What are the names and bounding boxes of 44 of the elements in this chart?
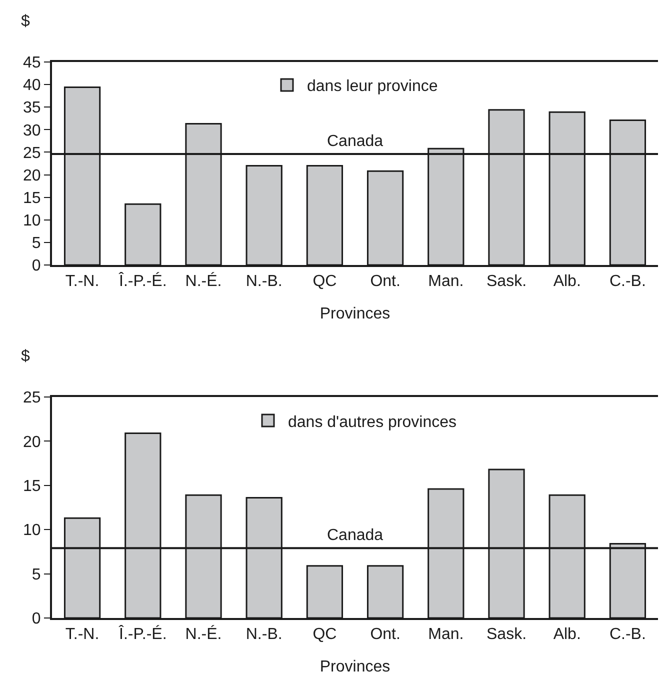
x-tick-label: N.-É. [185,272,222,290]
y-tick-label: 35 [23,100,41,117]
x-axis-title: Provinces [320,658,390,676]
x-tick-label: Ont. [370,626,400,644]
x-tick-label: C.-B. [609,626,646,644]
x-tick-label: Î.-P.-É. [118,625,167,644]
x-tick-label: C.-B. [609,273,646,290]
x-tick-label: Î.-P.-É. [118,272,167,290]
y-axis-title: $ [21,13,30,30]
y-tick-label: 15 [23,190,41,207]
x-tick-label: Sask. [486,273,527,290]
x-tick-label: Man. [428,626,464,644]
legend-label: dans d'autres provinces [288,414,456,431]
x-tick-label: Man. [428,273,464,290]
x-tick-label: QC [312,273,337,290]
x-tick-label: T.-N. [65,273,100,290]
y-tick-label: 40 [23,77,41,94]
y-tick-label: 45 [23,54,41,72]
y-tick-label: 10 [23,522,41,540]
y-tick-label: 25 [23,390,41,407]
x-tick-label: N.-É. [185,625,222,644]
y-tick-label: 30 [23,122,41,140]
ref-line-label: Canada [327,133,384,150]
legend-label: dans leur province [307,78,438,96]
y-axis-title: $ [21,348,30,365]
x-tick-label: QC [312,626,337,644]
x-tick-label: Alb. [553,626,581,644]
y-tick-label: 0 [32,258,41,275]
x-axis-title: Provinces [320,305,390,322]
ref-line-label: Canada [327,527,384,544]
y-tick-label: 15 [23,478,41,495]
x-tick-label: Alb. [553,273,581,290]
y-tick-label: 0 [32,610,41,628]
x-tick-label: T.-N. [65,626,100,644]
y-tick-label: 25 [23,144,41,162]
y-tick-label: 10 [23,212,41,230]
x-tick-label: N.-B. [246,626,282,644]
y-tick-label: 5 [32,235,41,252]
x-tick-label: Sask. [486,626,527,644]
x-tick-label: Ont. [370,273,400,290]
y-tick-label: 20 [23,434,41,451]
y-tick-label: 20 [23,167,41,184]
x-tick-label: N.-B. [246,273,282,290]
y-tick-label: 5 [32,566,41,584]
